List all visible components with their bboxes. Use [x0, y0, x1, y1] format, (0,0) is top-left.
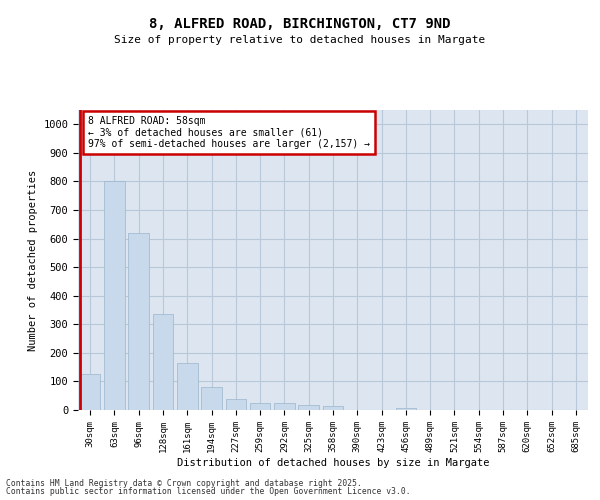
- Bar: [395, 408, 416, 410]
- Text: Contains HM Land Registry data © Crown copyright and database right 2025.: Contains HM Land Registry data © Crown c…: [6, 478, 362, 488]
- Bar: [274, 404, 295, 410]
- Bar: [298, 406, 319, 410]
- Bar: [152, 314, 173, 410]
- Bar: [177, 363, 197, 410]
- Bar: [80, 374, 100, 410]
- X-axis label: Distribution of detached houses by size in Margate: Distribution of detached houses by size …: [177, 458, 489, 468]
- Bar: [201, 387, 222, 410]
- Bar: [323, 406, 343, 410]
- Bar: [128, 233, 149, 410]
- Bar: [250, 403, 271, 410]
- Bar: [104, 182, 125, 410]
- Y-axis label: Number of detached properties: Number of detached properties: [28, 170, 38, 350]
- Text: Contains public sector information licensed under the Open Government Licence v3: Contains public sector information licen…: [6, 487, 410, 496]
- Text: 8, ALFRED ROAD, BIRCHINGTON, CT7 9ND: 8, ALFRED ROAD, BIRCHINGTON, CT7 9ND: [149, 18, 451, 32]
- Text: 8 ALFRED ROAD: 58sqm
← 3% of detached houses are smaller (61)
97% of semi-detach: 8 ALFRED ROAD: 58sqm ← 3% of detached ho…: [88, 116, 370, 149]
- Text: Size of property relative to detached houses in Margate: Size of property relative to detached ho…: [115, 35, 485, 45]
- Bar: [226, 399, 246, 410]
